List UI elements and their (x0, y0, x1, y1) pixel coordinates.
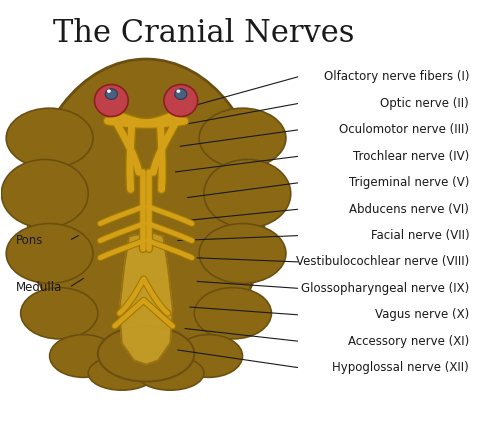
Ellipse shape (136, 356, 203, 390)
Ellipse shape (194, 288, 271, 339)
Ellipse shape (174, 89, 186, 99)
Ellipse shape (6, 224, 93, 283)
Text: Accessory nerve (XI): Accessory nerve (XI) (347, 335, 468, 348)
Text: Medulla: Medulla (16, 281, 62, 294)
Ellipse shape (199, 224, 285, 283)
Polygon shape (119, 232, 172, 365)
Text: Trochlear nerve (IV): Trochlear nerve (IV) (352, 150, 468, 163)
Ellipse shape (98, 326, 194, 381)
Ellipse shape (1, 160, 88, 228)
Ellipse shape (49, 335, 117, 378)
Text: Facial nerve (VII): Facial nerve (VII) (370, 229, 468, 242)
Text: Pons: Pons (16, 234, 43, 247)
Ellipse shape (6, 108, 93, 168)
Text: Oculomotor nerve (III): Oculomotor nerve (III) (338, 123, 468, 136)
Text: Optic nerve (II): Optic nerve (II) (379, 97, 468, 110)
Ellipse shape (94, 84, 128, 117)
Ellipse shape (28, 59, 264, 371)
Ellipse shape (88, 356, 155, 390)
Ellipse shape (199, 108, 285, 168)
Text: The Cranial Nerves: The Cranial Nerves (53, 18, 354, 49)
Ellipse shape (21, 288, 98, 339)
Text: Glossopharyngeal nerve (IX): Glossopharyngeal nerve (IX) (300, 282, 468, 295)
Text: Abducens nerve (VI): Abducens nerve (VI) (348, 203, 468, 215)
Text: Hypoglossal nerve (XII): Hypoglossal nerve (XII) (332, 362, 468, 375)
Text: Vestibulocochlear nerve (VIII): Vestibulocochlear nerve (VIII) (295, 255, 468, 268)
Ellipse shape (203, 160, 290, 228)
Ellipse shape (107, 89, 111, 93)
Text: Trigeminal nerve (V): Trigeminal nerve (V) (348, 176, 468, 189)
Ellipse shape (164, 84, 197, 117)
Ellipse shape (175, 335, 242, 378)
Text: Olfactory nerve fibers (I): Olfactory nerve fibers (I) (323, 70, 468, 83)
Ellipse shape (176, 89, 180, 93)
Text: Vagus nerve (X): Vagus nerve (X) (374, 308, 468, 322)
Ellipse shape (105, 89, 117, 99)
